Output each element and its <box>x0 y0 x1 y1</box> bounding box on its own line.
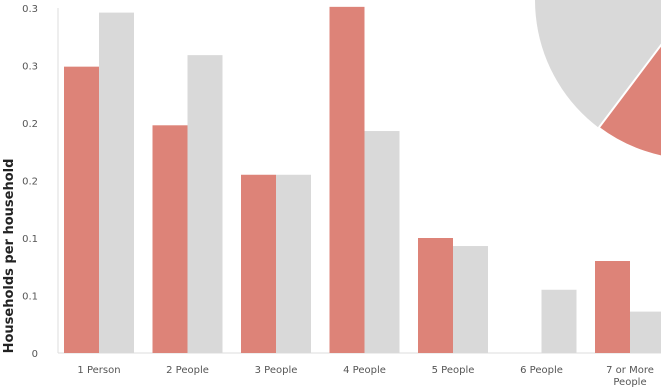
y-axis-title: Households per household <box>2 159 17 354</box>
bar-series-2-3-people <box>276 174 311 353</box>
x-tick-label: 1 Person <box>77 365 120 376</box>
x-tick-label: 6 People <box>520 365 563 376</box>
bar-series-1-1-person <box>64 66 99 354</box>
bar-series-2-2-people <box>187 55 223 354</box>
pie-slice-2 <box>597 43 661 158</box>
x-tick-label: 7 or More People <box>606 365 654 388</box>
bars <box>64 6 661 354</box>
y-tick-label: 0.3 <box>22 62 38 73</box>
bar-series-1-2-people <box>152 125 188 353</box>
y-tick-label: 0.2 <box>22 119 38 130</box>
bar-series-1-3-people <box>241 174 276 353</box>
bar-series-1-4-people <box>329 6 365 353</box>
y-tick-label: 0.1 <box>22 234 38 245</box>
y-tick-label: 0.2 <box>22 177 38 188</box>
y-tick-labels: 0 0.1 0.1 0.2 0.2 0.3 0.3 <box>22 4 38 360</box>
bar-series-1-5-people <box>418 238 453 353</box>
pie-inset <box>535 0 661 158</box>
bar-series-2-4-people <box>364 131 400 353</box>
x-tick-label: 2 People <box>166 365 209 376</box>
bar-series-2-6-people <box>541 289 577 353</box>
bar-series-1-7-or-more-people <box>595 261 630 353</box>
bar-series-2-5-people <box>453 246 488 353</box>
bar-series-2-1-person <box>99 12 134 353</box>
x-tick-labels: 1 Person 2 People 3 People 4 People 5 People… <box>77 365 653 388</box>
y-tick-label: 0.3 <box>22 4 38 15</box>
x-tick-label: 5 People <box>432 365 475 376</box>
x-tick-label: 4 People <box>343 365 386 376</box>
y-tick-label: 0.1 <box>22 292 38 303</box>
bar-series-2-7-or-more-people <box>630 311 661 353</box>
y-tick-label: 0 <box>32 349 38 360</box>
x-tick-label: 3 People <box>255 365 298 376</box>
